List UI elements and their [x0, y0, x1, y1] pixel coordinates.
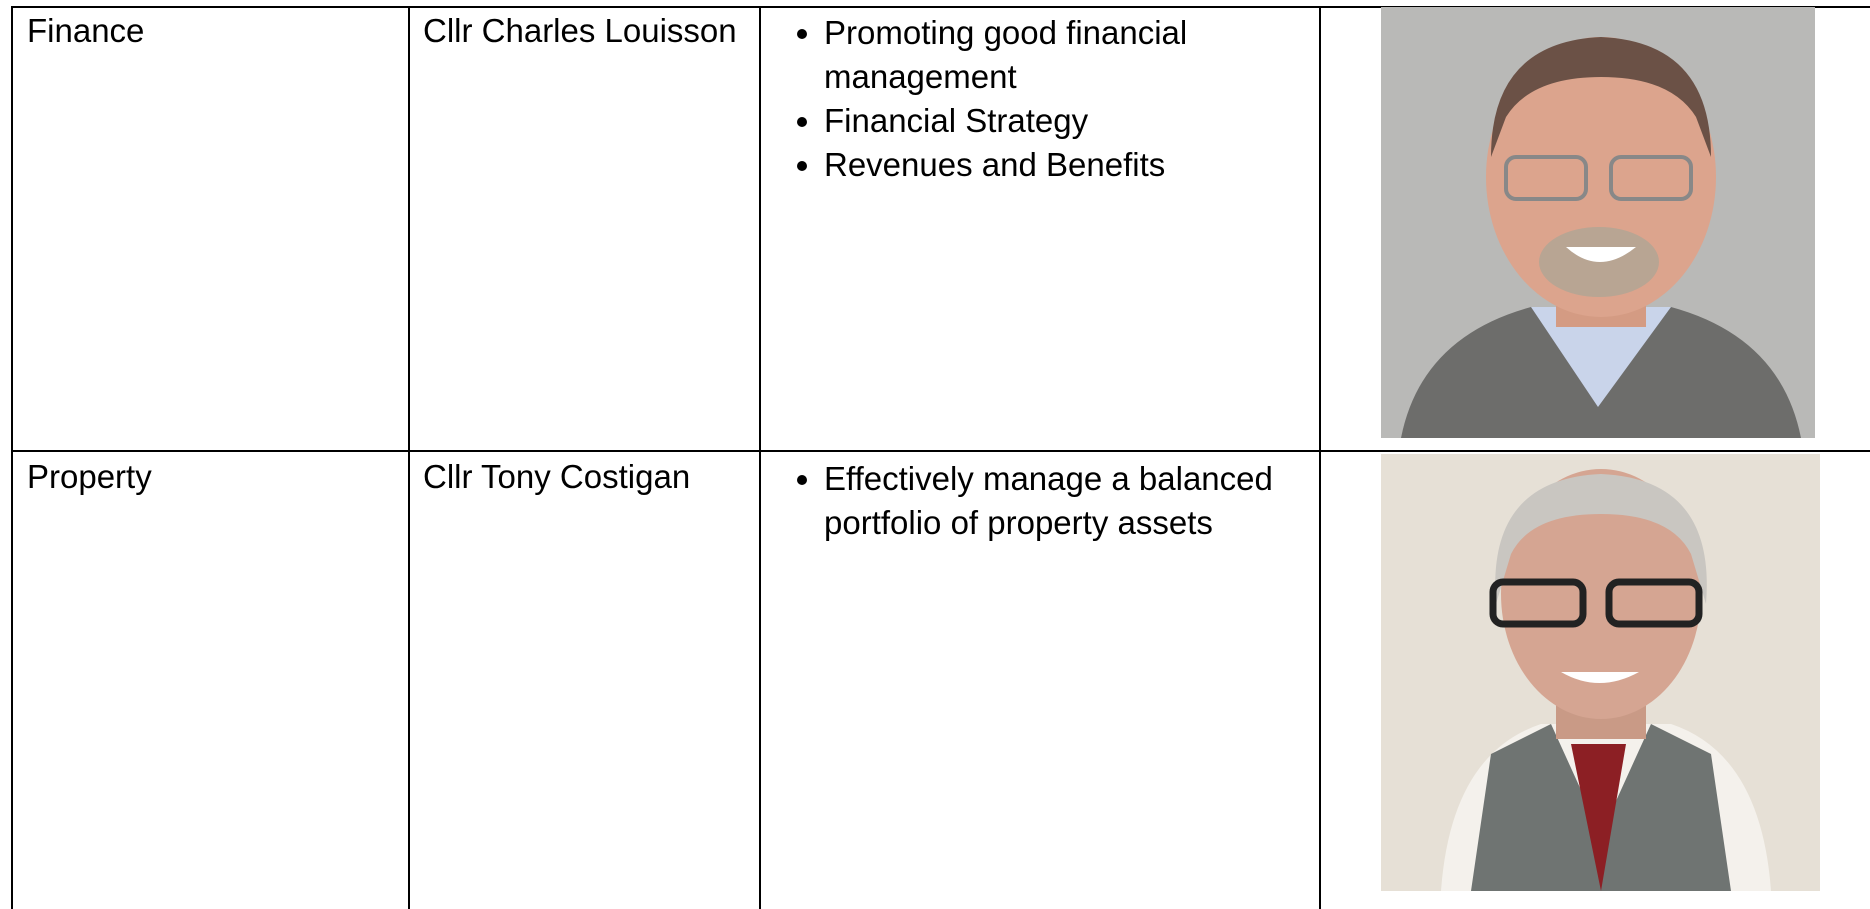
bullet-list: Effectively manage a balanced portfolio … — [760, 457, 1320, 545]
portfolio: Property — [27, 458, 152, 495]
table-border — [408, 6, 410, 909]
member: Cllr Tony Costigan — [423, 458, 691, 495]
table-border — [1319, 6, 1321, 909]
responsibility-item: Financial Strategy — [824, 99, 1320, 143]
member: Cllr Charles Louisson — [423, 12, 737, 49]
member-photo — [1381, 454, 1820, 891]
responsibilities: Effectively manage a balanced portfolio … — [760, 457, 1320, 545]
bullet-list: Promoting good financial managementFinan… — [760, 11, 1320, 187]
responsibilities: Promoting good financial managementFinan… — [760, 11, 1320, 187]
table-border — [11, 450, 1870, 452]
table-border — [11, 6, 1870, 8]
responsibility-item: Promoting good financial management — [824, 11, 1320, 99]
portfolio: Finance — [27, 12, 145, 49]
responsibility-item: Effectively manage a balanced portfolio … — [824, 457, 1320, 545]
member-photo — [1381, 7, 1815, 438]
table-border — [759, 6, 761, 909]
responsibility-item: Revenues and Benefits — [824, 143, 1320, 187]
table-border — [11, 6, 13, 909]
